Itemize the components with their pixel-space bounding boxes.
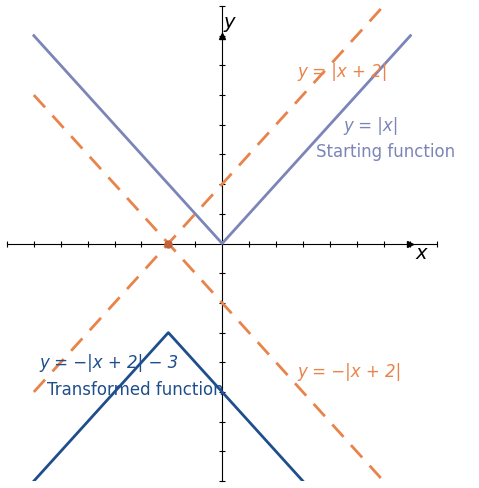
Text: y = |x + 2|: y = |x + 2| bbox=[297, 63, 388, 81]
Text: Transformed function: Transformed function bbox=[47, 380, 224, 398]
Text: y = −|x + 2| − 3: y = −|x + 2| − 3 bbox=[39, 353, 179, 371]
Text: y = |x|: y = |x| bbox=[343, 117, 399, 135]
Text: Starting function: Starting function bbox=[316, 143, 456, 161]
Text: y = −|x + 2|: y = −|x + 2| bbox=[297, 363, 402, 381]
Text: y: y bbox=[223, 13, 235, 32]
Text: x: x bbox=[416, 244, 427, 263]
